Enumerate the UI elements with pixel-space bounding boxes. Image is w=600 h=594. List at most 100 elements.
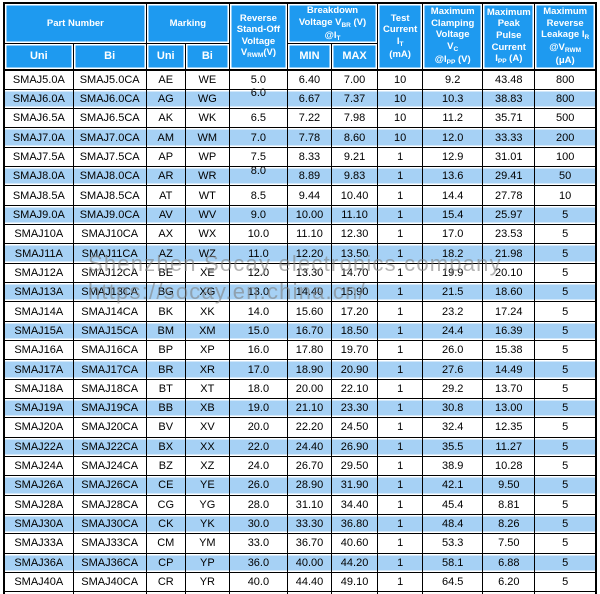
- cell-part-number-bi: SMAJ13CA: [72, 282, 147, 303]
- cell-vbr-min: 21.10: [286, 397, 333, 419]
- cell-reverse-standoff-voltage: 17.0: [228, 359, 288, 380]
- cell-vbr-max: 19.70: [331, 340, 379, 361]
- cell-vbr-min: 44.40: [286, 571, 333, 593]
- cell-reverse-leakage: 5: [534, 436, 597, 457]
- cell-clamping-voltage: 29.2: [422, 378, 484, 400]
- cell-test-current: 1: [377, 436, 424, 457]
- cell-peak-pulse-current: 12.35: [482, 417, 536, 438]
- cell-part-number-uni: SMAJ15A: [3, 320, 74, 342]
- header-breakdown-voltage: Breakdown Voltage VBR (V) @IT: [286, 2, 379, 45]
- table-row: SMAJ33A SMAJ33CA CM YM 33.0 36.70 40.60 …: [3, 533, 597, 554]
- cell-vbr-min: 10.00: [286, 204, 333, 226]
- table-row: SMAJ28A SMAJ28CA CG YG 28.0 31.10 34.40 …: [3, 494, 597, 515]
- header-max-peak-pulse-current: Maximum Peak Pulse Current IPP (A): [482, 2, 536, 71]
- table-row: SMAJ7.5A SMAJ7.5CA AP WP 7.5 8.33 9.21 1…: [3, 146, 597, 168]
- cell-peak-pulse-current: 9.50: [482, 475, 536, 496]
- cell-marking-bi: WT: [184, 185, 230, 206]
- cell-reverse-leakage: 5: [534, 359, 597, 380]
- cell-peak-pulse-current: 13.70: [482, 378, 536, 400]
- cell-clamping-voltage: 10.3: [422, 88, 484, 110]
- cell-marking-bi: YP: [184, 552, 230, 573]
- cell-peak-pulse-current: 6.88: [482, 552, 536, 573]
- cell-clamping-voltage: 23.2: [422, 301, 484, 322]
- cell-peak-pulse-current: 14.49: [482, 359, 536, 380]
- cell-marking-uni: AT: [145, 185, 186, 206]
- cell-vbr-max: 9.83: [331, 166, 379, 187]
- header-marking-uni: Uni: [145, 43, 186, 71]
- cell-reverse-leakage: 10: [534, 185, 597, 206]
- cell-vbr-min: 26.70: [286, 455, 333, 477]
- cell-marking-bi: WK: [184, 108, 230, 129]
- table-header: Part Number Marking Reverse Stand-Off Vo…: [3, 2, 597, 71]
- cell-vbr-min: 6.40: [286, 69, 333, 90]
- header-part-uni: Uni: [3, 43, 74, 71]
- cell-peak-pulse-current: 8.26: [482, 513, 536, 535]
- table-row: SMAJ16A SMAJ16CA BP XP 16.0 17.80 19.70 …: [3, 340, 597, 361]
- cell-reverse-standoff-voltage: 22.0: [228, 436, 288, 457]
- header-reverse-standoff-voltage: Reverse Stand-Off Voltage VRWM(V): [228, 2, 288, 71]
- cell-reverse-standoff-voltage: 9.0: [228, 204, 288, 226]
- table-row: SMAJ14A SMAJ14CA BK XK 14.0 15.60 17.20 …: [3, 301, 597, 322]
- cell-reverse-leakage: 5: [534, 204, 597, 226]
- cell-reverse-leakage: 800: [534, 88, 597, 110]
- cell-part-number-uni: SMAJ36A: [3, 552, 74, 573]
- cell-test-current: 1: [377, 513, 424, 535]
- cell-reverse-leakage: 5: [534, 533, 597, 554]
- cell-clamping-voltage: 24.4: [422, 320, 484, 342]
- table-row: SMAJ36A SMAJ36CA CP YP 36.0 40.00 44.20 …: [3, 552, 597, 573]
- cell-peak-pulse-current: 7.50: [482, 533, 536, 554]
- table-row: SMAJ19A SMAJ19CA BB XB 19.0 21.10 23.30 …: [3, 397, 597, 419]
- cell-clamping-voltage: 32.4: [422, 417, 484, 438]
- cell-reverse-standoff-voltage: 10.0: [228, 224, 288, 245]
- cell-peak-pulse-current: 27.78: [482, 185, 536, 206]
- cell-marking-bi: WX: [184, 224, 230, 245]
- cell-marking-bi: YE: [184, 475, 230, 496]
- cell-reverse-standoff-voltage: 8.0: [228, 165, 288, 187]
- table-row: SMAJ20A SMAJ20CA BV XV 20.0 22.20 24.50 …: [3, 417, 597, 438]
- cell-marking-uni: CM: [145, 533, 186, 554]
- table-row: SMAJ13A SMAJ13CA BG XG 13.0 14.40 15.90 …: [3, 282, 597, 303]
- cell-part-number-bi: SMAJ15CA: [72, 320, 147, 342]
- cell-reverse-standoff-voltage: 30.0: [228, 513, 288, 535]
- cell-vbr-min: 17.80: [286, 340, 333, 361]
- cell-vbr-max: 17.20: [331, 301, 379, 322]
- cell-reverse-standoff-voltage: 20.0: [228, 417, 288, 438]
- cell-test-current: 1: [377, 224, 424, 245]
- cell-part-number-uni: SMAJ22A: [3, 436, 74, 457]
- cell-reverse-leakage: 5: [534, 282, 597, 303]
- cell-vbr-max: 31.90: [331, 475, 379, 496]
- cell-vbr-max: 40.60: [331, 533, 379, 554]
- cell-part-number-bi: SMAJ12CA: [72, 262, 147, 284]
- cell-part-number-uni: SMAJ10A: [3, 224, 74, 245]
- spec-table: Part Number Marking Reverse Stand-Off Vo…: [3, 2, 597, 594]
- cell-clamping-voltage: 14.4: [422, 185, 484, 206]
- cell-vbr-max: 49.10: [331, 571, 379, 593]
- cell-vbr-min: 40.00: [286, 552, 333, 573]
- cell-part-number-bi: SMAJ28CA: [72, 494, 147, 515]
- cell-reverse-standoff-voltage: 6.0: [228, 87, 288, 110]
- cell-test-current: 1: [377, 455, 424, 477]
- table-row: SMAJ6.0A SMAJ6.0CA AG WG 6.0 6.67 7.37 1…: [3, 87, 597, 110]
- cell-clamping-voltage: 38.9: [422, 455, 484, 477]
- cell-part-number-uni: SMAJ6.5A: [3, 108, 74, 129]
- cell-vbr-max: 7.00: [331, 69, 379, 90]
- cell-vbr-min: 8.33: [286, 146, 333, 168]
- cell-part-number-uni: SMAJ5.0A: [3, 69, 74, 90]
- cell-test-current: 1: [377, 340, 424, 361]
- table-row: SMAJ40A SMAJ40CA CR YR 40.0 44.40 49.10 …: [3, 571, 597, 593]
- cell-reverse-standoff-voltage: 7.0: [228, 127, 288, 148]
- header-max-reverse-leakage: Maximum Reverse Leakage IR @VRWM (μA): [534, 2, 597, 71]
- cell-peak-pulse-current: 16.39: [482, 320, 536, 342]
- cell-marking-uni: BK: [145, 301, 186, 322]
- cell-test-current: 1: [377, 378, 424, 400]
- cell-part-number-uni: SMAJ26A: [3, 475, 74, 496]
- cell-peak-pulse-current: 15.38: [482, 340, 536, 361]
- cell-vbr-max: 34.40: [331, 494, 379, 515]
- cell-peak-pulse-current: 33.33: [482, 127, 536, 148]
- cell-marking-uni: AK: [145, 108, 186, 129]
- cell-vbr-min: 14.40: [286, 282, 333, 303]
- cell-marking-uni: CK: [145, 513, 186, 535]
- cell-test-current: 1: [377, 204, 424, 226]
- table-row: SMAJ7.0A SMAJ7.0CA AM WM 7.0 7.78 8.60 1…: [3, 127, 597, 148]
